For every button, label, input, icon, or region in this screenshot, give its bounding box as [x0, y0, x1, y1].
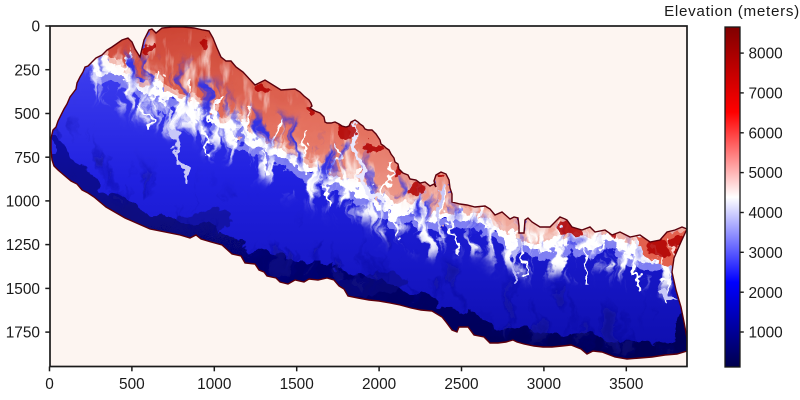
svg-text:7000: 7000 [749, 86, 783, 103]
svg-text:3500: 3500 [609, 376, 643, 393]
svg-text:2000: 2000 [362, 376, 396, 393]
svg-text:1500: 1500 [280, 376, 314, 393]
svg-text:3000: 3000 [527, 376, 561, 393]
svg-text:1500: 1500 [6, 281, 40, 298]
svg-text:2500: 2500 [444, 376, 478, 393]
svg-text:500: 500 [14, 106, 40, 123]
svg-text:1000: 1000 [197, 376, 231, 393]
svg-text:3000: 3000 [749, 245, 783, 262]
svg-text:6000: 6000 [749, 125, 783, 142]
svg-text:1000: 1000 [749, 325, 783, 342]
svg-text:500: 500 [119, 376, 145, 393]
svg-text:1250: 1250 [6, 237, 40, 254]
svg-text:4000: 4000 [749, 205, 783, 222]
svg-text:5000: 5000 [749, 165, 783, 182]
svg-text:1750: 1750 [6, 325, 40, 342]
svg-text:0: 0 [45, 376, 54, 393]
svg-text:1000: 1000 [6, 194, 40, 211]
svg-text:250: 250 [14, 62, 40, 79]
svg-text:750: 750 [14, 150, 40, 167]
svg-text:0: 0 [31, 19, 40, 36]
svg-text:8000: 8000 [749, 46, 783, 63]
svg-text:2000: 2000 [749, 285, 783, 302]
svg-text:Elevation (meters): Elevation (meters) [664, 3, 800, 20]
